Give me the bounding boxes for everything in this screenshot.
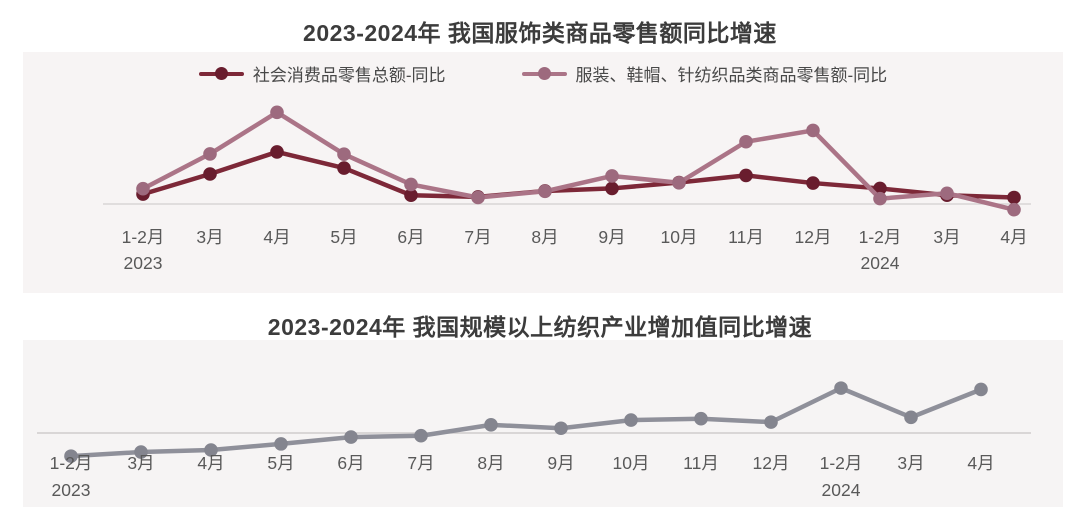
data-point	[974, 382, 988, 397]
x-axis-label: 10月	[661, 227, 698, 247]
data-point	[337, 161, 351, 175]
data-point	[471, 190, 485, 205]
x-axis-label: 11月	[683, 453, 719, 473]
data-point	[764, 415, 778, 429]
data-point	[270, 145, 284, 159]
data-point	[624, 413, 638, 427]
x-axis-label: 11月	[728, 227, 764, 247]
legend-label-apparel-retail: 服装、鞋帽、针纺织品类商品零售额-同比	[575, 66, 888, 85]
x-axis-label: 3月	[127, 453, 154, 473]
x-axis-year-label: 2023	[52, 480, 91, 500]
data-point	[904, 410, 918, 425]
line-dot-marker-icon	[198, 67, 244, 81]
x-axis-label: 8月	[531, 227, 558, 247]
data-point	[203, 147, 217, 161]
x-axis-label: 4月	[263, 227, 290, 247]
data-point	[538, 184, 552, 199]
x-axis-label: 4月	[967, 453, 994, 473]
x-axis-label: 12月	[795, 227, 832, 247]
data-point	[694, 411, 708, 426]
data-point	[873, 181, 887, 196]
x-axis-year-label: 2024	[861, 253, 900, 273]
data-point	[834, 381, 848, 395]
x-axis-label: 1-2月	[50, 453, 93, 473]
x-axis-label: 6月	[397, 227, 424, 247]
chart1-panel: 社会消费品零售总额-同比 服装、鞋帽、针纺织品类商品零售额-同比 1-2月 3月 4…	[23, 52, 1063, 293]
x-axis-label: 7月	[407, 453, 434, 473]
chart2-title: 2023-2024年 我国规模以上纺织产业增加值同比增速	[267, 314, 813, 340]
data-point	[1007, 190, 1021, 205]
data-point	[274, 437, 288, 451]
x-axis-label: 5月	[330, 227, 357, 247]
x-axis-label: 4月	[1000, 227, 1027, 247]
line-chart-apparel-retail: 1-2月 3月 4月 5月 6月 7月 8月 9月 10月 11月 12月 1-2月 3月 4月 2023 2…	[103, 105, 1031, 273]
legend-dot-swatch	[214, 67, 228, 80]
data-point	[806, 123, 820, 138]
x-axis-label: 9月	[598, 227, 625, 247]
data-point	[404, 188, 418, 203]
x-axis-label: 10月	[613, 453, 650, 473]
data-point	[136, 181, 150, 196]
x-axis-label: 12月	[753, 453, 790, 473]
data-point	[940, 186, 954, 201]
data-point	[484, 418, 498, 432]
chart2-panel: 1-2月 3月 4月 5月 6月 7月 8月 9月 10月 11月 12月 1-2月 3月 4月 2023 2…	[23, 340, 1063, 507]
data-point	[404, 177, 418, 192]
data-point	[64, 449, 78, 463]
data-point	[203, 167, 217, 181]
x-axis-year-label: 2023	[124, 253, 163, 273]
x-axis-label: 7月	[464, 227, 491, 247]
data-point	[806, 176, 820, 190]
x-axis-label: 3月	[933, 227, 960, 247]
legend-item-total-retail: 社会消费品零售总额-同比	[198, 61, 446, 86]
legend-label-total-retail: 社会消费品零售总额-同比	[252, 66, 446, 85]
x-axis-label: 5月	[267, 453, 294, 473]
x-axis-label: 1-2月	[820, 453, 863, 473]
data-point	[204, 443, 218, 457]
data-point	[337, 147, 351, 161]
x-axis-label: 3月	[897, 453, 924, 473]
x-axis-label: 6月	[337, 453, 364, 473]
x-axis-label: 3月	[196, 227, 223, 247]
data-point	[739, 168, 753, 183]
legend-dot-swatch	[537, 67, 551, 80]
data-point	[554, 421, 568, 436]
data-point	[605, 181, 619, 196]
data-point	[672, 175, 686, 190]
data-point	[414, 428, 428, 443]
data-point	[270, 105, 284, 120]
data-point	[605, 169, 619, 183]
data-point	[873, 191, 887, 206]
chart1-legend: 社会消费品零售总额-同比 服装、鞋帽、针纺织品类商品零售额-同比	[23, 61, 1063, 86]
chart1-title: 2023-2024年 我国服饰类商品零售额同比增速	[303, 20, 777, 46]
x-axis-label: 1-2月	[859, 227, 902, 247]
x-axis-label: 9月	[547, 453, 574, 473]
x-axis-label: 4月	[197, 453, 224, 473]
series-line-0	[68, 385, 984, 459]
x-axis-label: 1-2月	[122, 227, 165, 247]
legend-item-apparel-retail: 服装、鞋帽、针纺织品类商品零售额-同比	[521, 61, 888, 86]
line-chart-textile-added-value: 1-2月 3月 4月 5月 6月 7月 8月 9月 10月 11月 12月 1-2月 3月 4月 2023 2…	[37, 381, 1031, 500]
x-axis-label: 8月	[477, 453, 504, 473]
data-point	[344, 430, 358, 444]
data-point	[134, 445, 148, 459]
series-line-1	[140, 110, 1017, 212]
data-point	[1007, 202, 1021, 217]
x-axis-year-label: 2024	[822, 480, 861, 500]
data-point	[739, 134, 753, 149]
line-dot-marker-icon	[521, 67, 567, 81]
